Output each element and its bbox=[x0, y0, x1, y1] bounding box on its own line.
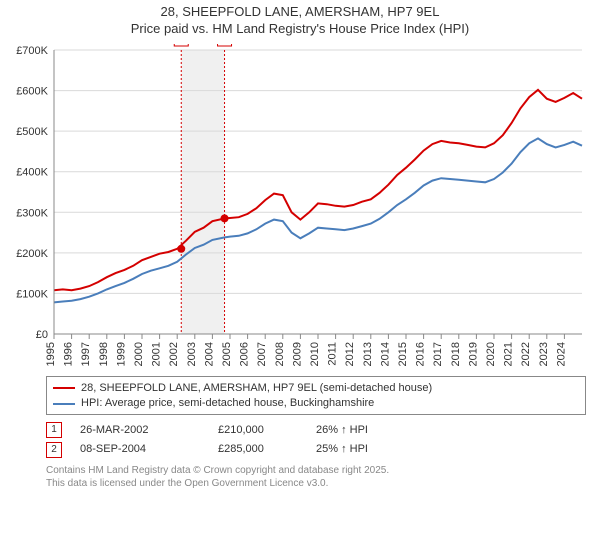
svg-text:2000: 2000 bbox=[133, 342, 145, 366]
svg-text:1996: 1996 bbox=[63, 342, 75, 366]
svg-text:1999: 1999 bbox=[115, 342, 127, 366]
event-date: 08-SEP-2004 bbox=[80, 440, 200, 460]
svg-text:2007: 2007 bbox=[256, 342, 268, 366]
footnote: Contains HM Land Registry data © Crown c… bbox=[46, 464, 586, 490]
footnote-line-2: This data is licensed under the Open Gov… bbox=[46, 477, 586, 490]
svg-text:2011: 2011 bbox=[327, 342, 339, 366]
svg-text:£0: £0 bbox=[36, 329, 48, 341]
svg-text:2010: 2010 bbox=[309, 342, 321, 366]
svg-text:1: 1 bbox=[178, 44, 184, 46]
svg-text:2009: 2009 bbox=[291, 342, 303, 366]
svg-text:2022: 2022 bbox=[520, 342, 532, 366]
footnote-line-1: Contains HM Land Registry data © Crown c… bbox=[46, 464, 586, 477]
svg-text:1997: 1997 bbox=[80, 342, 92, 366]
legend: 28, SHEEPFOLD LANE, AMERSHAM, HP7 9EL (s… bbox=[46, 376, 586, 415]
legend-swatch bbox=[53, 403, 75, 405]
svg-text:2: 2 bbox=[222, 44, 228, 46]
event-row: 2 08-SEP-2004 £285,000 25% ↑ HPI bbox=[46, 440, 586, 460]
legend-label: HPI: Average price, semi-detached house,… bbox=[81, 396, 374, 411]
svg-text:2005: 2005 bbox=[221, 342, 233, 366]
svg-text:2001: 2001 bbox=[151, 342, 163, 366]
legend-row: 28, SHEEPFOLD LANE, AMERSHAM, HP7 9EL (s… bbox=[53, 381, 579, 396]
event-delta: 26% ↑ HPI bbox=[316, 421, 368, 441]
title-block: 28, SHEEPFOLD LANE, AMERSHAM, HP7 9EL Pr… bbox=[0, 0, 600, 38]
event-table: 1 26-MAR-2002 £210,000 26% ↑ HPI 2 08-SEP-200… bbox=[46, 421, 586, 461]
event-marker: 1 bbox=[46, 422, 62, 438]
price-chart: £0 £100K £200K £300K £400K £500K £600K £700K 1 2 1… bbox=[8, 44, 592, 374]
event-row: 1 26-MAR-2002 £210,000 26% ↑ HPI bbox=[46, 421, 586, 441]
svg-text:1998: 1998 bbox=[98, 342, 110, 366]
svg-text:2006: 2006 bbox=[239, 342, 251, 366]
svg-text:2013: 2013 bbox=[362, 342, 374, 366]
svg-text:1995: 1995 bbox=[45, 342, 57, 366]
event-price: £285,000 bbox=[218, 440, 298, 460]
svg-text:2020: 2020 bbox=[485, 342, 497, 366]
event-marker: 2 bbox=[46, 442, 62, 458]
event-date: 26-MAR-2002 bbox=[80, 421, 200, 441]
title-line-1: 28, SHEEPFOLD LANE, AMERSHAM, HP7 9EL bbox=[0, 4, 600, 21]
svg-text:2014: 2014 bbox=[379, 342, 391, 366]
svg-text:£400K: £400K bbox=[16, 166, 48, 178]
svg-text:2002: 2002 bbox=[168, 342, 180, 366]
svg-text:£200K: £200K bbox=[16, 248, 48, 260]
chart-container: £0 £100K £200K £300K £400K £500K £600K £700K 1 2 1… bbox=[8, 44, 592, 374]
svg-text:£600K: £600K bbox=[16, 85, 48, 97]
svg-text:2016: 2016 bbox=[415, 342, 427, 366]
event-delta: 25% ↑ HPI bbox=[316, 440, 368, 460]
svg-text:2004: 2004 bbox=[203, 342, 215, 366]
legend-row: HPI: Average price, semi-detached house,… bbox=[53, 396, 579, 411]
svg-text:£500K: £500K bbox=[16, 126, 48, 138]
title-line-2: Price paid vs. HM Land Registry's House … bbox=[0, 21, 600, 38]
svg-text:2018: 2018 bbox=[450, 342, 462, 366]
legend-label: 28, SHEEPFOLD LANE, AMERSHAM, HP7 9EL (s… bbox=[81, 381, 432, 396]
svg-text:2023: 2023 bbox=[538, 342, 550, 366]
svg-text:2003: 2003 bbox=[186, 342, 198, 366]
svg-text:2015: 2015 bbox=[397, 342, 409, 366]
svg-text:£100K: £100K bbox=[16, 288, 48, 300]
svg-text:2024: 2024 bbox=[555, 342, 567, 366]
svg-text:2021: 2021 bbox=[503, 342, 515, 366]
svg-text:£300K: £300K bbox=[16, 207, 48, 219]
svg-text:2019: 2019 bbox=[467, 342, 479, 366]
event-price: £210,000 bbox=[218, 421, 298, 441]
svg-text:£700K: £700K bbox=[16, 45, 48, 57]
svg-text:2008: 2008 bbox=[274, 342, 286, 366]
svg-text:2017: 2017 bbox=[432, 342, 444, 366]
svg-text:2012: 2012 bbox=[344, 342, 356, 366]
legend-swatch bbox=[53, 387, 75, 389]
